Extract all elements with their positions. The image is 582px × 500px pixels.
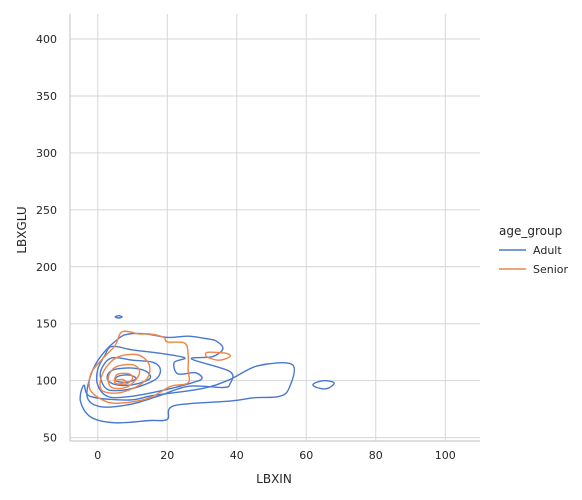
y-tick-label: 350 <box>36 90 57 103</box>
y-axis-title: LBXGLU <box>15 206 29 253</box>
legend-label-senior: Senior <box>533 263 569 276</box>
x-tick-label: 40 <box>230 449 244 462</box>
adult-contour-line <box>96 345 203 399</box>
senior-contour-line <box>107 363 141 390</box>
adult-contour-line <box>114 315 123 319</box>
adult-contour-line <box>86 332 234 408</box>
series-senior <box>88 330 231 405</box>
y-tick-label: 100 <box>36 375 57 388</box>
y-tick-label: 250 <box>36 204 57 217</box>
series-adult <box>79 315 335 424</box>
y-tick-label: 50 <box>43 432 57 445</box>
grid-layer <box>70 14 480 441</box>
senior-contour-line <box>113 378 127 385</box>
senior-contour-line <box>88 330 191 405</box>
legend-label-adult: Adult <box>533 244 562 257</box>
y-tick-label: 400 <box>36 33 57 46</box>
senior-contour-line <box>99 353 151 394</box>
x-axis-title: LBXIN <box>256 472 292 486</box>
legend: age_group Adult Senior <box>499 224 569 276</box>
adult-contour-line <box>312 379 335 390</box>
axes-layer <box>69 14 480 442</box>
x-tick-label: 60 <box>299 449 313 462</box>
y-tick-label: 150 <box>36 318 57 331</box>
x-tick-label: 100 <box>435 449 456 462</box>
tick-layer: 0 20 40 60 80 100 50 100 150 200 250 300 350 400 <box>36 33 456 462</box>
y-tick-label: 200 <box>36 261 57 274</box>
adult-contour-line <box>106 367 152 387</box>
y-tick-label: 300 <box>36 147 57 160</box>
senior-contour-line <box>113 372 134 386</box>
senior-contour-line <box>204 351 231 361</box>
x-tick-label: 20 <box>160 449 174 462</box>
legend-title: age_group <box>499 224 562 238</box>
contour-layer <box>79 315 335 424</box>
x-tick-label: 80 <box>369 449 383 462</box>
x-tick-label: 0 <box>94 449 101 462</box>
